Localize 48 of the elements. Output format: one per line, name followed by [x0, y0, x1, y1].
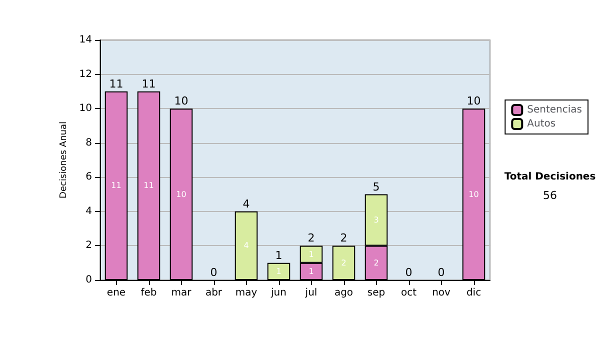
total-label: 10: [466, 94, 481, 108]
data-label: 3: [374, 216, 379, 224]
x-tick-label: feb: [140, 288, 157, 298]
data-label: 11: [144, 181, 154, 190]
y-tick-label: 4: [86, 206, 92, 217]
data-label: 1: [308, 250, 314, 259]
data-label: 10: [468, 190, 479, 199]
total-label: 11: [142, 77, 156, 90]
legend-label: Autos: [527, 118, 556, 130]
total-label: 0: [405, 266, 412, 279]
total-label: 4: [242, 197, 250, 210]
y-tick-label: 0: [86, 274, 92, 286]
data-label: 11: [111, 181, 122, 190]
y-tick-label: 12: [79, 68, 92, 80]
y-tick-label: 10: [79, 103, 92, 114]
total-label: 2: [308, 232, 315, 245]
x-tick-label: nov: [432, 288, 451, 298]
total-label: 10: [174, 94, 188, 108]
x-tick-label: dic: [466, 288, 482, 298]
x-tick-label: oct: [400, 288, 417, 298]
x-tick-label: jul: [304, 288, 318, 298]
legend-label: Sentencias: [527, 104, 582, 116]
y-tick-label: 8: [86, 137, 92, 148]
data-label: 4: [244, 241, 249, 250]
total-label: 1: [275, 248, 282, 262]
data-label: 1: [276, 266, 282, 276]
x-tick-label: may: [235, 288, 258, 298]
data-label: 10: [176, 190, 186, 199]
text: Total Decisiones: [504, 172, 596, 182]
data-label: 2: [374, 258, 379, 268]
y-tick-label: 14: [79, 34, 92, 46]
data-label: 1: [308, 266, 314, 276]
x-tick-label: abr: [205, 288, 223, 298]
x-tick-label: mar: [171, 288, 192, 298]
data-label: 2: [341, 258, 346, 268]
y-tick-label: 2: [86, 240, 92, 252]
text: 56: [543, 189, 557, 202]
total-label: 0: [438, 266, 445, 279]
x-tick-label: sep: [367, 288, 386, 298]
x-tick-label: jun: [270, 288, 286, 298]
x-tick-label: ago: [334, 288, 354, 298]
total-label: 2: [340, 232, 348, 245]
total-label: 11: [109, 77, 124, 90]
y-tick-label: 6: [86, 172, 92, 183]
x-tick-label: ene: [106, 288, 126, 298]
y-axis-title: Decisiones Anual: [58, 122, 69, 198]
total-label: 5: [372, 180, 380, 194]
total-label: 0: [210, 266, 218, 279]
